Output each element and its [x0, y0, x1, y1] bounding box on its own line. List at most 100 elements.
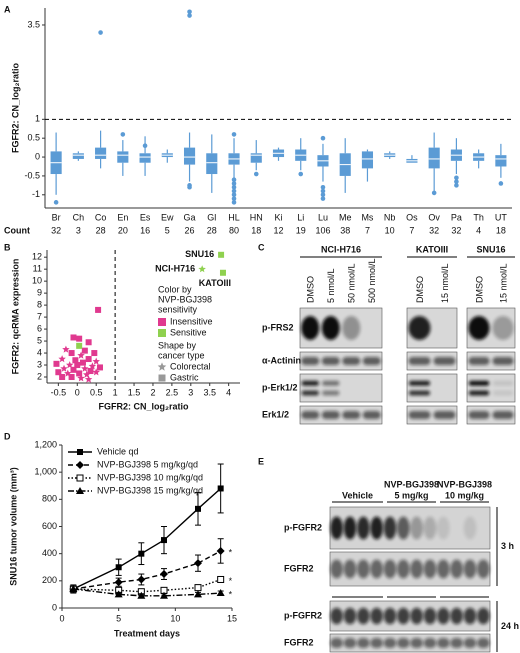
band	[410, 638, 423, 648]
time-label: 3 h	[501, 541, 514, 551]
panel-label: D	[4, 431, 11, 441]
outlier	[320, 192, 326, 198]
band	[477, 638, 490, 648]
band	[408, 410, 431, 420]
band	[492, 316, 514, 340]
band	[423, 638, 437, 648]
band	[342, 356, 361, 366]
band	[370, 559, 383, 579]
marker	[216, 589, 225, 597]
group-label: NVP-BGJ398	[437, 479, 492, 489]
count-label: 28	[96, 225, 106, 235]
outlier	[298, 171, 304, 177]
category-label: Ew	[161, 212, 174, 222]
point	[81, 364, 89, 372]
significance-note: *	[229, 547, 233, 557]
x-tick-label: 4	[226, 387, 231, 397]
significance-note: *	[229, 576, 233, 586]
point	[76, 370, 83, 377]
panel-label: E	[258, 456, 264, 466]
outlier	[431, 190, 437, 196]
point	[219, 269, 226, 276]
marker	[76, 487, 84, 494]
count-label: 3	[76, 225, 81, 235]
category-label: Li	[297, 212, 304, 222]
outlier	[231, 184, 237, 190]
band	[468, 380, 490, 386]
point-label: KATOIII	[199, 278, 231, 288]
significance-note: *	[229, 589, 233, 599]
band	[330, 638, 343, 648]
outlier	[231, 177, 237, 182]
band	[322, 390, 340, 396]
y-tick-label: 8	[37, 299, 42, 309]
category-label: Ov	[428, 212, 440, 222]
point	[55, 369, 62, 376]
y-tick-label: 800	[42, 494, 57, 504]
blot-strip	[299, 373, 383, 403]
x-tick-label: 10	[170, 613, 180, 623]
y-tick-label: 600	[42, 521, 57, 531]
y-tick-label: 200	[42, 575, 57, 585]
band	[463, 607, 477, 625]
legend-label: Gastric	[170, 372, 199, 382]
band	[357, 516, 370, 540]
y-tick-label: 0.5	[27, 133, 40, 143]
point	[68, 374, 75, 381]
x-tick-label: 0	[75, 387, 80, 397]
band	[408, 356, 431, 366]
count-label: 28	[207, 225, 217, 235]
band	[357, 607, 370, 625]
category-label: HN	[250, 212, 263, 222]
lane-label: 500 nmol/L	[367, 258, 377, 303]
row-label: p-FGFR2	[284, 522, 322, 532]
marker	[217, 575, 225, 583]
marker	[194, 590, 202, 598]
x-tick-label: 3.5	[203, 387, 216, 397]
count-label: 12	[273, 225, 283, 235]
point	[81, 347, 88, 354]
point	[70, 366, 77, 373]
band	[321, 356, 340, 366]
legend-title: Color by	[158, 284, 192, 294]
panel-label: C	[258, 242, 265, 252]
marker	[69, 584, 78, 592]
row-label: p-Erk1/2	[262, 382, 298, 392]
x-tick-label: 0	[59, 613, 64, 623]
legend-label: Vehicle qd	[97, 446, 139, 456]
category-label: Os	[406, 212, 418, 222]
outlier	[98, 30, 103, 35]
band	[397, 516, 410, 540]
outlier	[454, 183, 459, 188]
band	[477, 559, 490, 579]
blot-strip	[299, 351, 383, 371]
x-tick-label: 3	[188, 387, 193, 397]
legend-label: NVP-BGJ398 10 mg/kg/qd	[97, 472, 203, 482]
count-label: 32	[429, 225, 439, 235]
band	[423, 559, 437, 579]
marker	[114, 578, 123, 587]
band	[321, 316, 340, 340]
legend-label: NVP-BGJ398 15 mg/kg/qd	[97, 485, 203, 495]
band	[433, 356, 456, 366]
marker	[216, 546, 225, 555]
group-label: SNU16	[476, 244, 505, 254]
marker	[194, 559, 202, 568]
marker	[76, 461, 84, 469]
band	[362, 356, 381, 366]
band	[450, 607, 463, 625]
series-line	[73, 588, 221, 597]
point	[198, 265, 206, 273]
band	[408, 390, 431, 396]
box	[139, 153, 151, 163]
blot-strip	[466, 405, 516, 425]
x-tick-label: 1.5	[128, 387, 141, 397]
outlier	[498, 181, 504, 186]
box	[117, 151, 129, 163]
legend-title: NVP-BGJ398	[158, 294, 212, 304]
band	[330, 559, 343, 579]
category-label: En	[117, 212, 128, 222]
box	[361, 151, 374, 169]
band	[343, 559, 357, 579]
